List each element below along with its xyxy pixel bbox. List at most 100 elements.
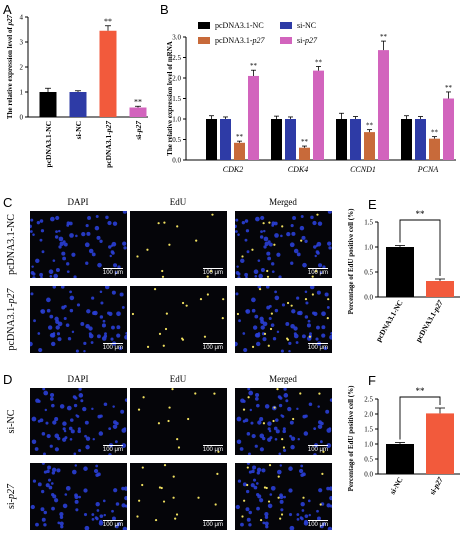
nucleus-dot: [57, 521, 61, 525]
nucleus-dot: [318, 488, 323, 493]
nucleus-dot: [59, 515, 64, 519]
nucleus-dot: [289, 242, 295, 248]
nucleus-dot: [245, 309, 251, 314]
nucleus-dot: [298, 310, 303, 316]
nucleus-dot: [248, 523, 252, 527]
nucleus-dot: [255, 333, 261, 338]
b-significance: **: [236, 133, 244, 141]
nucleus-dot: [43, 390, 49, 396]
nucleus-dot: [54, 498, 59, 503]
nucleus-dot: [98, 431, 104, 436]
edu-dot: [269, 327, 273, 331]
nucleus-dot: [276, 330, 280, 334]
nucleus-dot: [30, 504, 35, 510]
nucleus-dot: [257, 259, 261, 262]
nucleus-dot: [81, 232, 86, 237]
nucleus-dot: [236, 265, 239, 268]
nucleus-dot: [280, 349, 284, 353]
edu-dot: [273, 243, 276, 246]
micrograph-row-label: si-NC: [6, 409, 17, 434]
nucleus-dot: [302, 414, 307, 419]
nucleus-dot: [300, 501, 305, 507]
nucleus-dot: [75, 349, 79, 353]
edu-dot: [272, 419, 275, 423]
nucleus-dot: [321, 311, 326, 317]
nucleus-dot: [73, 452, 77, 455]
nucleus-dot: [328, 486, 332, 491]
nucleus-dot: [279, 396, 283, 400]
nucleus-dot: [116, 333, 121, 338]
b-legend-swatch: [198, 37, 210, 44]
nucleus-dot: [78, 448, 82, 453]
nucleus-dot: [121, 428, 127, 433]
nucleus-dot: [76, 303, 81, 307]
edu-dot: [251, 345, 255, 348]
nucleus-dot: [35, 258, 40, 264]
nucleus-dot: [51, 467, 57, 472]
nucleus-dot: [321, 325, 326, 330]
nucleus-dot: [267, 437, 272, 442]
nucleus-dot: [88, 248, 94, 254]
edu-dot: [316, 213, 319, 216]
nucleus-dot: [84, 242, 90, 248]
nucleus-dot: [40, 309, 46, 314]
a-y-tick-label: 2: [20, 64, 24, 72]
nucleus-dot: [86, 309, 91, 314]
nucleus-dot: [245, 229, 250, 233]
nucleus-dot: [316, 509, 319, 513]
nucleus-dot: [88, 326, 93, 331]
b-bar: [443, 98, 454, 160]
nucleus-dot: [84, 420, 89, 425]
nucleus-dot: [270, 485, 276, 491]
nucleus-dot: [318, 263, 323, 268]
nucleus-dot: [246, 432, 251, 436]
nucleus-dot: [50, 333, 56, 338]
b-significance: **: [445, 84, 453, 92]
edu-dot: [270, 312, 273, 315]
nucleus-dot: [108, 427, 112, 431]
nucleus-dot: [31, 416, 37, 422]
nucleus-dot: [248, 510, 252, 515]
e-x-tick-label: pcDNA3.1-p27: [414, 298, 445, 343]
b-y-tick-label: 0.0: [172, 157, 181, 165]
nucleus-dot: [301, 235, 306, 240]
nucleus-dot: [121, 306, 125, 309]
nucleus-dot: [237, 233, 240, 236]
edu-dot: [172, 475, 175, 478]
nucleus-dot: [60, 286, 65, 289]
nucleus-dot: [264, 511, 269, 517]
nucleus-dot: [327, 211, 332, 214]
f-x-tick-label: si-NC: [388, 476, 405, 496]
nucleus-dot: [85, 323, 90, 329]
nucleus-dot: [251, 297, 256, 303]
nucleus-dot: [259, 498, 264, 503]
nucleus-dot: [250, 483, 255, 488]
nucleus-dot: [261, 468, 266, 473]
nucleus-dot: [279, 493, 283, 498]
nucleus-dot: [37, 419, 41, 423]
b-x-tick-label: CCND1: [350, 165, 376, 174]
nucleus-dot: [108, 311, 113, 317]
edu-dot: [185, 304, 188, 307]
nucleus-dot: [103, 334, 108, 338]
nucleus-dot: [304, 290, 308, 294]
b-bar: [336, 119, 347, 160]
b-bar: [248, 75, 259, 160]
nucleus-dot: [248, 390, 254, 396]
nucleus-dot: [235, 271, 240, 275]
nucleus-dot: [113, 488, 118, 493]
nucleus-dot: [39, 219, 44, 223]
edu-dot: [199, 298, 203, 301]
edu-dot: [137, 408, 141, 411]
nucleus-dot: [289, 420, 294, 425]
nucleus-dot: [255, 216, 260, 222]
nucleus-dot: [305, 301, 309, 305]
nucleus-dot: [255, 482, 259, 485]
e-x-tick-label: pcDNA3.1-NC: [374, 299, 405, 344]
nucleus-dot: [299, 225, 305, 231]
nucleus-dot: [97, 414, 102, 419]
edu-dot: [154, 518, 158, 522]
nucleus-dot: [276, 469, 282, 475]
nucleus-dot: [83, 349, 86, 353]
nucleus-dot: [111, 290, 116, 295]
